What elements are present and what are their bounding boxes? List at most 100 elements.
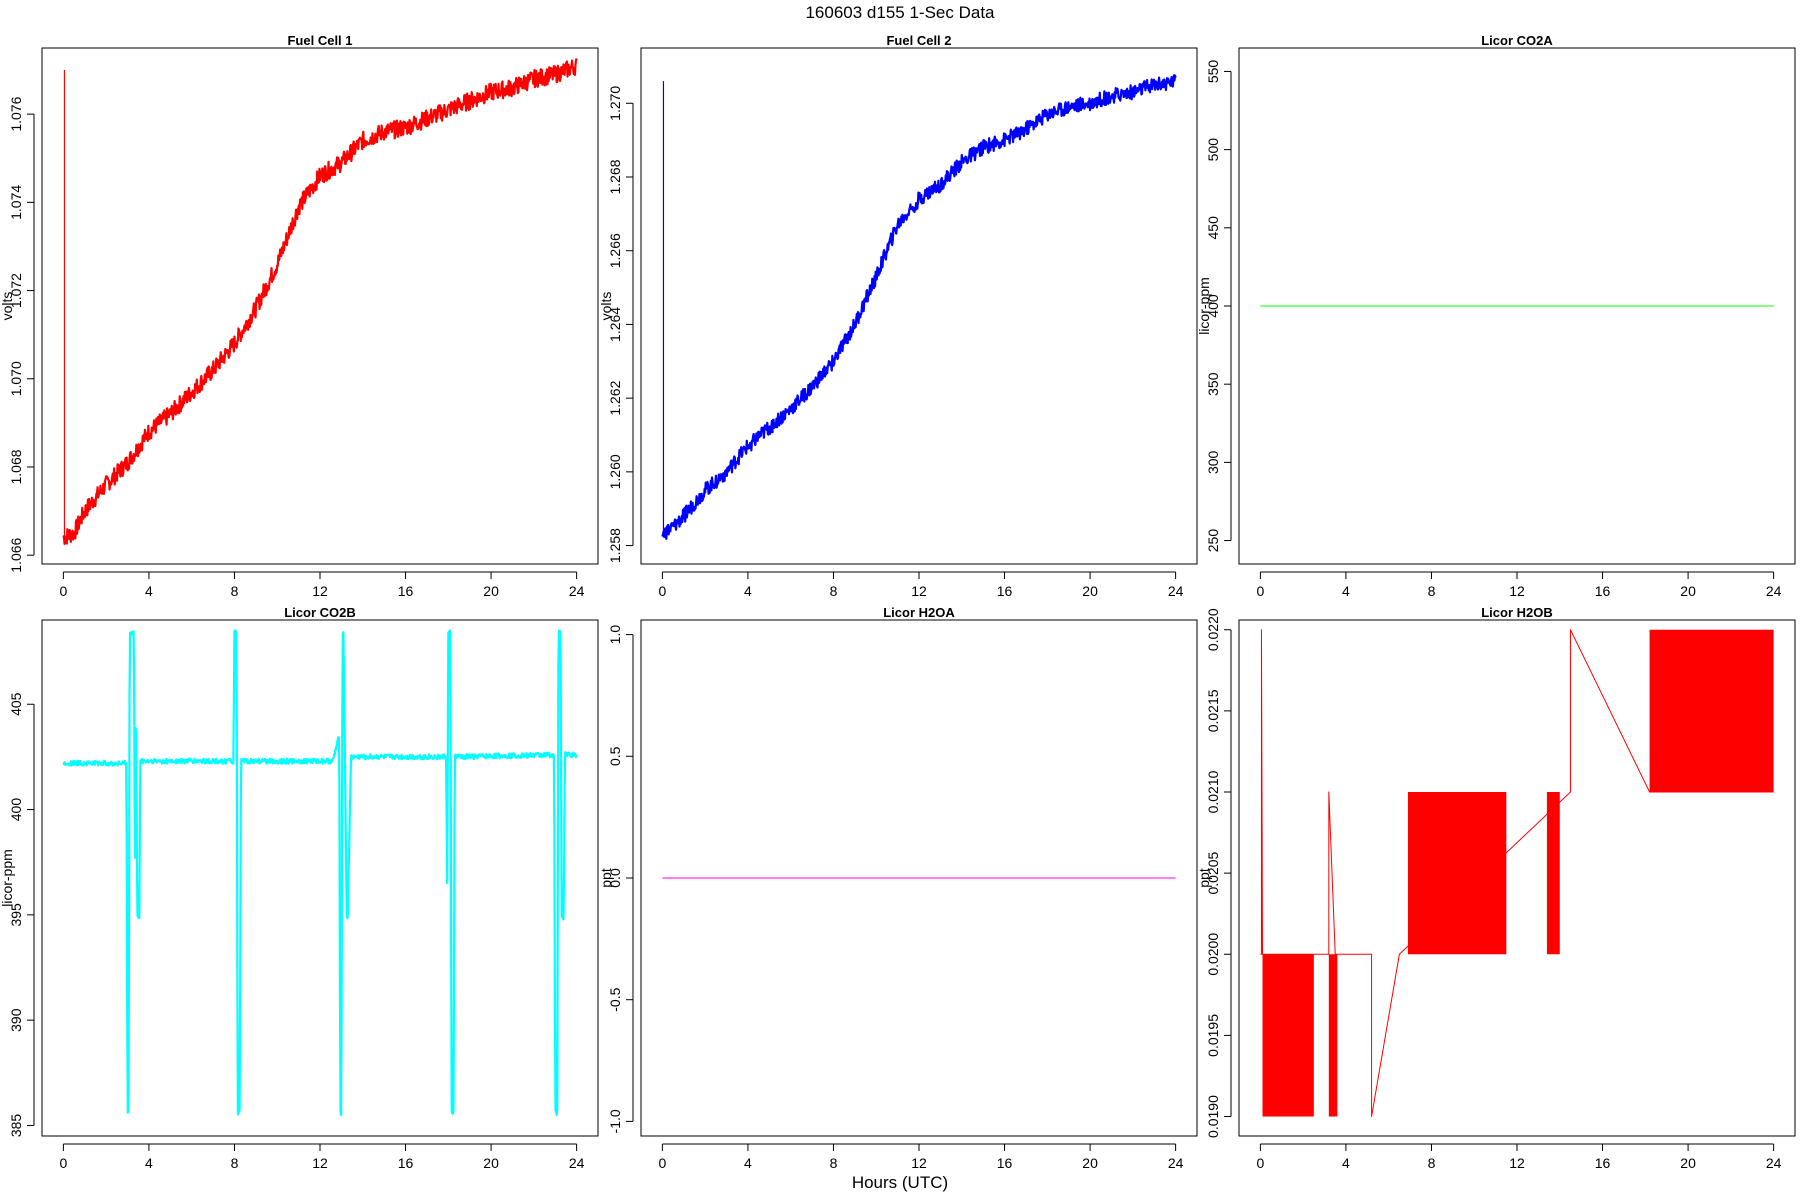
series-line xyxy=(62,629,578,1117)
y-tick-label: 450 xyxy=(1205,216,1221,240)
y-tick-label: 0.0210 xyxy=(1205,770,1221,813)
y-tick-label: 0.5 xyxy=(607,746,623,766)
x-tick-label: 12 xyxy=(312,1155,328,1171)
y-tick-label: 405 xyxy=(8,692,24,716)
x-tick-label: 0 xyxy=(59,1155,67,1171)
plot-frame xyxy=(1238,47,1796,565)
x-tick-label: 0 xyxy=(59,583,67,599)
plot-frame xyxy=(41,47,599,565)
panel-title: Licor CO2A xyxy=(1481,33,1553,48)
series-line xyxy=(661,74,1177,540)
y-tick-label: 1.258 xyxy=(607,528,623,563)
x-tick-label: 24 xyxy=(1766,583,1782,599)
y-tick-label: 0.0190 xyxy=(1205,1095,1221,1138)
panel-licor-h2ob: Licor H2OB ppt 0 4 8 12 16 20 24 0.0190 0.0195 0.… xyxy=(1196,605,1796,1171)
x-tick-label: 16 xyxy=(997,1155,1013,1171)
y-tick-label: 350 xyxy=(1205,372,1221,396)
x-tick-label: 8 xyxy=(830,583,838,599)
y-tick-label: 1.068 xyxy=(8,449,24,484)
x-tick-label: 8 xyxy=(231,1155,239,1171)
x-tick-label: 0 xyxy=(1256,1155,1264,1171)
x-tick-label: 12 xyxy=(312,583,328,599)
x-tick-label: 12 xyxy=(1509,1155,1525,1171)
panel-title: Licor H2OA xyxy=(883,605,955,620)
series-line xyxy=(1260,629,1774,1118)
y-axis-label: licor-ppm xyxy=(1196,277,1212,335)
series-band xyxy=(1407,792,1507,955)
x-tick-label: 12 xyxy=(911,583,927,599)
x-tick-label: 8 xyxy=(1428,583,1436,599)
x-tick-label: 4 xyxy=(1342,1155,1350,1171)
y-tick-label: 300 xyxy=(1205,450,1221,474)
panel-title: Licor CO2B xyxy=(284,605,356,620)
y-tick-label: 1.260 xyxy=(607,454,623,489)
y-tick-label: 0.0 xyxy=(607,868,623,888)
x-tick-label: 20 xyxy=(1082,1155,1098,1171)
series-band xyxy=(1328,954,1338,1117)
y-tick-label: 1.266 xyxy=(607,233,623,268)
x-tick-label: 4 xyxy=(1342,583,1350,599)
y-axis-label: volts xyxy=(598,292,614,321)
y-tick-label: 390 xyxy=(8,1008,24,1032)
plot-frame xyxy=(640,47,1198,565)
figure-title: 160603 d155 1-Sec Data xyxy=(805,3,995,22)
figure-xlabel: Hours (UTC) xyxy=(852,1173,948,1192)
y-tick-label: 1.268 xyxy=(607,159,623,194)
x-tick-label: 20 xyxy=(1082,583,1098,599)
panel-licor-h2oa: Licor H2OA ppt 0 4 8 12 16 20 24 -1.0 -0.5 0.0 0.5… xyxy=(598,605,1198,1171)
y-tick-label: 1.076 xyxy=(8,96,24,131)
y-tick-label: 0.0220 xyxy=(1205,608,1221,651)
panel-title: Fuel Cell 2 xyxy=(886,33,951,48)
y-tick-label: 385 xyxy=(8,1114,24,1138)
y-tick-label: 0.0215 xyxy=(1205,689,1221,732)
series-band xyxy=(1649,629,1774,792)
series-band xyxy=(1262,954,1314,1117)
x-tick-label: 12 xyxy=(1509,583,1525,599)
plot-frame xyxy=(1238,619,1796,1137)
y-axis-label: volts xyxy=(0,292,15,321)
y-tick-label: 1.066 xyxy=(8,537,24,572)
x-tick-label: 20 xyxy=(1680,583,1696,599)
x-tick-label: 8 xyxy=(830,1155,838,1171)
panel-title: Licor H2OB xyxy=(1481,605,1553,620)
x-tick-label: 8 xyxy=(231,583,239,599)
y-tick-label: 0.0205 xyxy=(1205,852,1221,895)
y-tick-label: 0.0195 xyxy=(1205,1014,1221,1057)
plot-frame xyxy=(640,619,1198,1137)
series-band xyxy=(1546,792,1560,955)
x-tick-label: 0 xyxy=(658,1155,666,1171)
x-tick-label: 8 xyxy=(1428,1155,1436,1171)
y-tick-label: 500 xyxy=(1205,138,1221,162)
panel-fuel-cell-1: Fuel Cell 1 volts 0 4 8 12 16 20 24 1.066 1.068 1… xyxy=(0,33,599,599)
x-tick-label: 12 xyxy=(911,1155,927,1171)
panel-licor-co2b: Licor CO2B licor-ppm 0 4 8 12 16 20 24 385 390 39… xyxy=(0,605,599,1171)
x-tick-label: 16 xyxy=(1595,583,1611,599)
y-tick-label: 1.262 xyxy=(607,380,623,415)
x-tick-label: 4 xyxy=(145,583,153,599)
y-tick-label: 250 xyxy=(1205,529,1221,553)
y-tick-label: 400 xyxy=(1205,294,1221,318)
panel-title: Fuel Cell 1 xyxy=(287,33,352,48)
y-axis-label: ppt xyxy=(598,868,614,888)
y-axis-label: licor-ppm xyxy=(0,849,15,907)
y-tick-label: -0.5 xyxy=(607,987,623,1011)
x-tick-label: 20 xyxy=(1680,1155,1696,1171)
y-tick-label: 1.070 xyxy=(8,361,24,396)
plot-frame xyxy=(41,619,599,1137)
y-tick-label: 550 xyxy=(1205,60,1221,84)
x-tick-label: 24 xyxy=(1766,1155,1782,1171)
x-tick-label: 24 xyxy=(1168,1155,1184,1171)
x-tick-label: 0 xyxy=(1256,583,1264,599)
x-tick-label: 24 xyxy=(569,583,585,599)
y-tick-label: 1.264 xyxy=(607,307,623,342)
y-axis-label: ppt xyxy=(1196,868,1212,888)
series-line xyxy=(62,58,578,545)
x-tick-label: 20 xyxy=(483,1155,499,1171)
x-tick-label: 24 xyxy=(569,1155,585,1171)
x-tick-label: 16 xyxy=(997,583,1013,599)
x-tick-label: 0 xyxy=(658,583,666,599)
y-tick-label: 395 xyxy=(8,903,24,927)
x-tick-label: 4 xyxy=(744,583,752,599)
y-tick-label: -1.0 xyxy=(607,1109,623,1133)
